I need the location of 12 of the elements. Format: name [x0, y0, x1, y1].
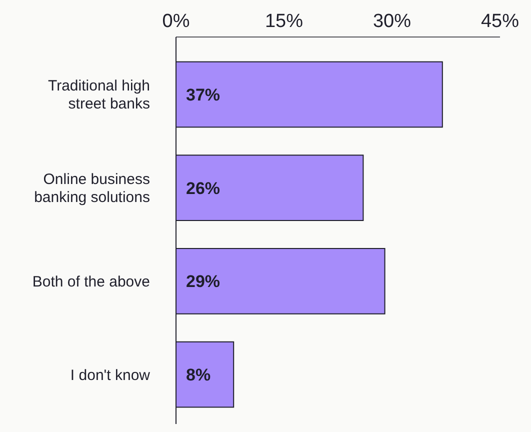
y-tick-label: Traditional high street banks [48, 78, 150, 113]
data-label: 26% [186, 178, 220, 198]
data-label: 8% [186, 365, 211, 384]
x-tick-label: 30% [372, 11, 412, 32]
x-tick-label: 45% [480, 11, 520, 32]
x-tick-label: 15% [264, 11, 304, 32]
y-tick-label: Both of the above [32, 273, 150, 290]
y-tick-label: Online business banking solutions [34, 171, 150, 206]
y-tick-label: I don't know [70, 366, 150, 384]
x-tick-label: 0% [162, 11, 190, 32]
data-label: 37% [186, 85, 220, 104]
data-label: 29% [186, 272, 220, 292]
